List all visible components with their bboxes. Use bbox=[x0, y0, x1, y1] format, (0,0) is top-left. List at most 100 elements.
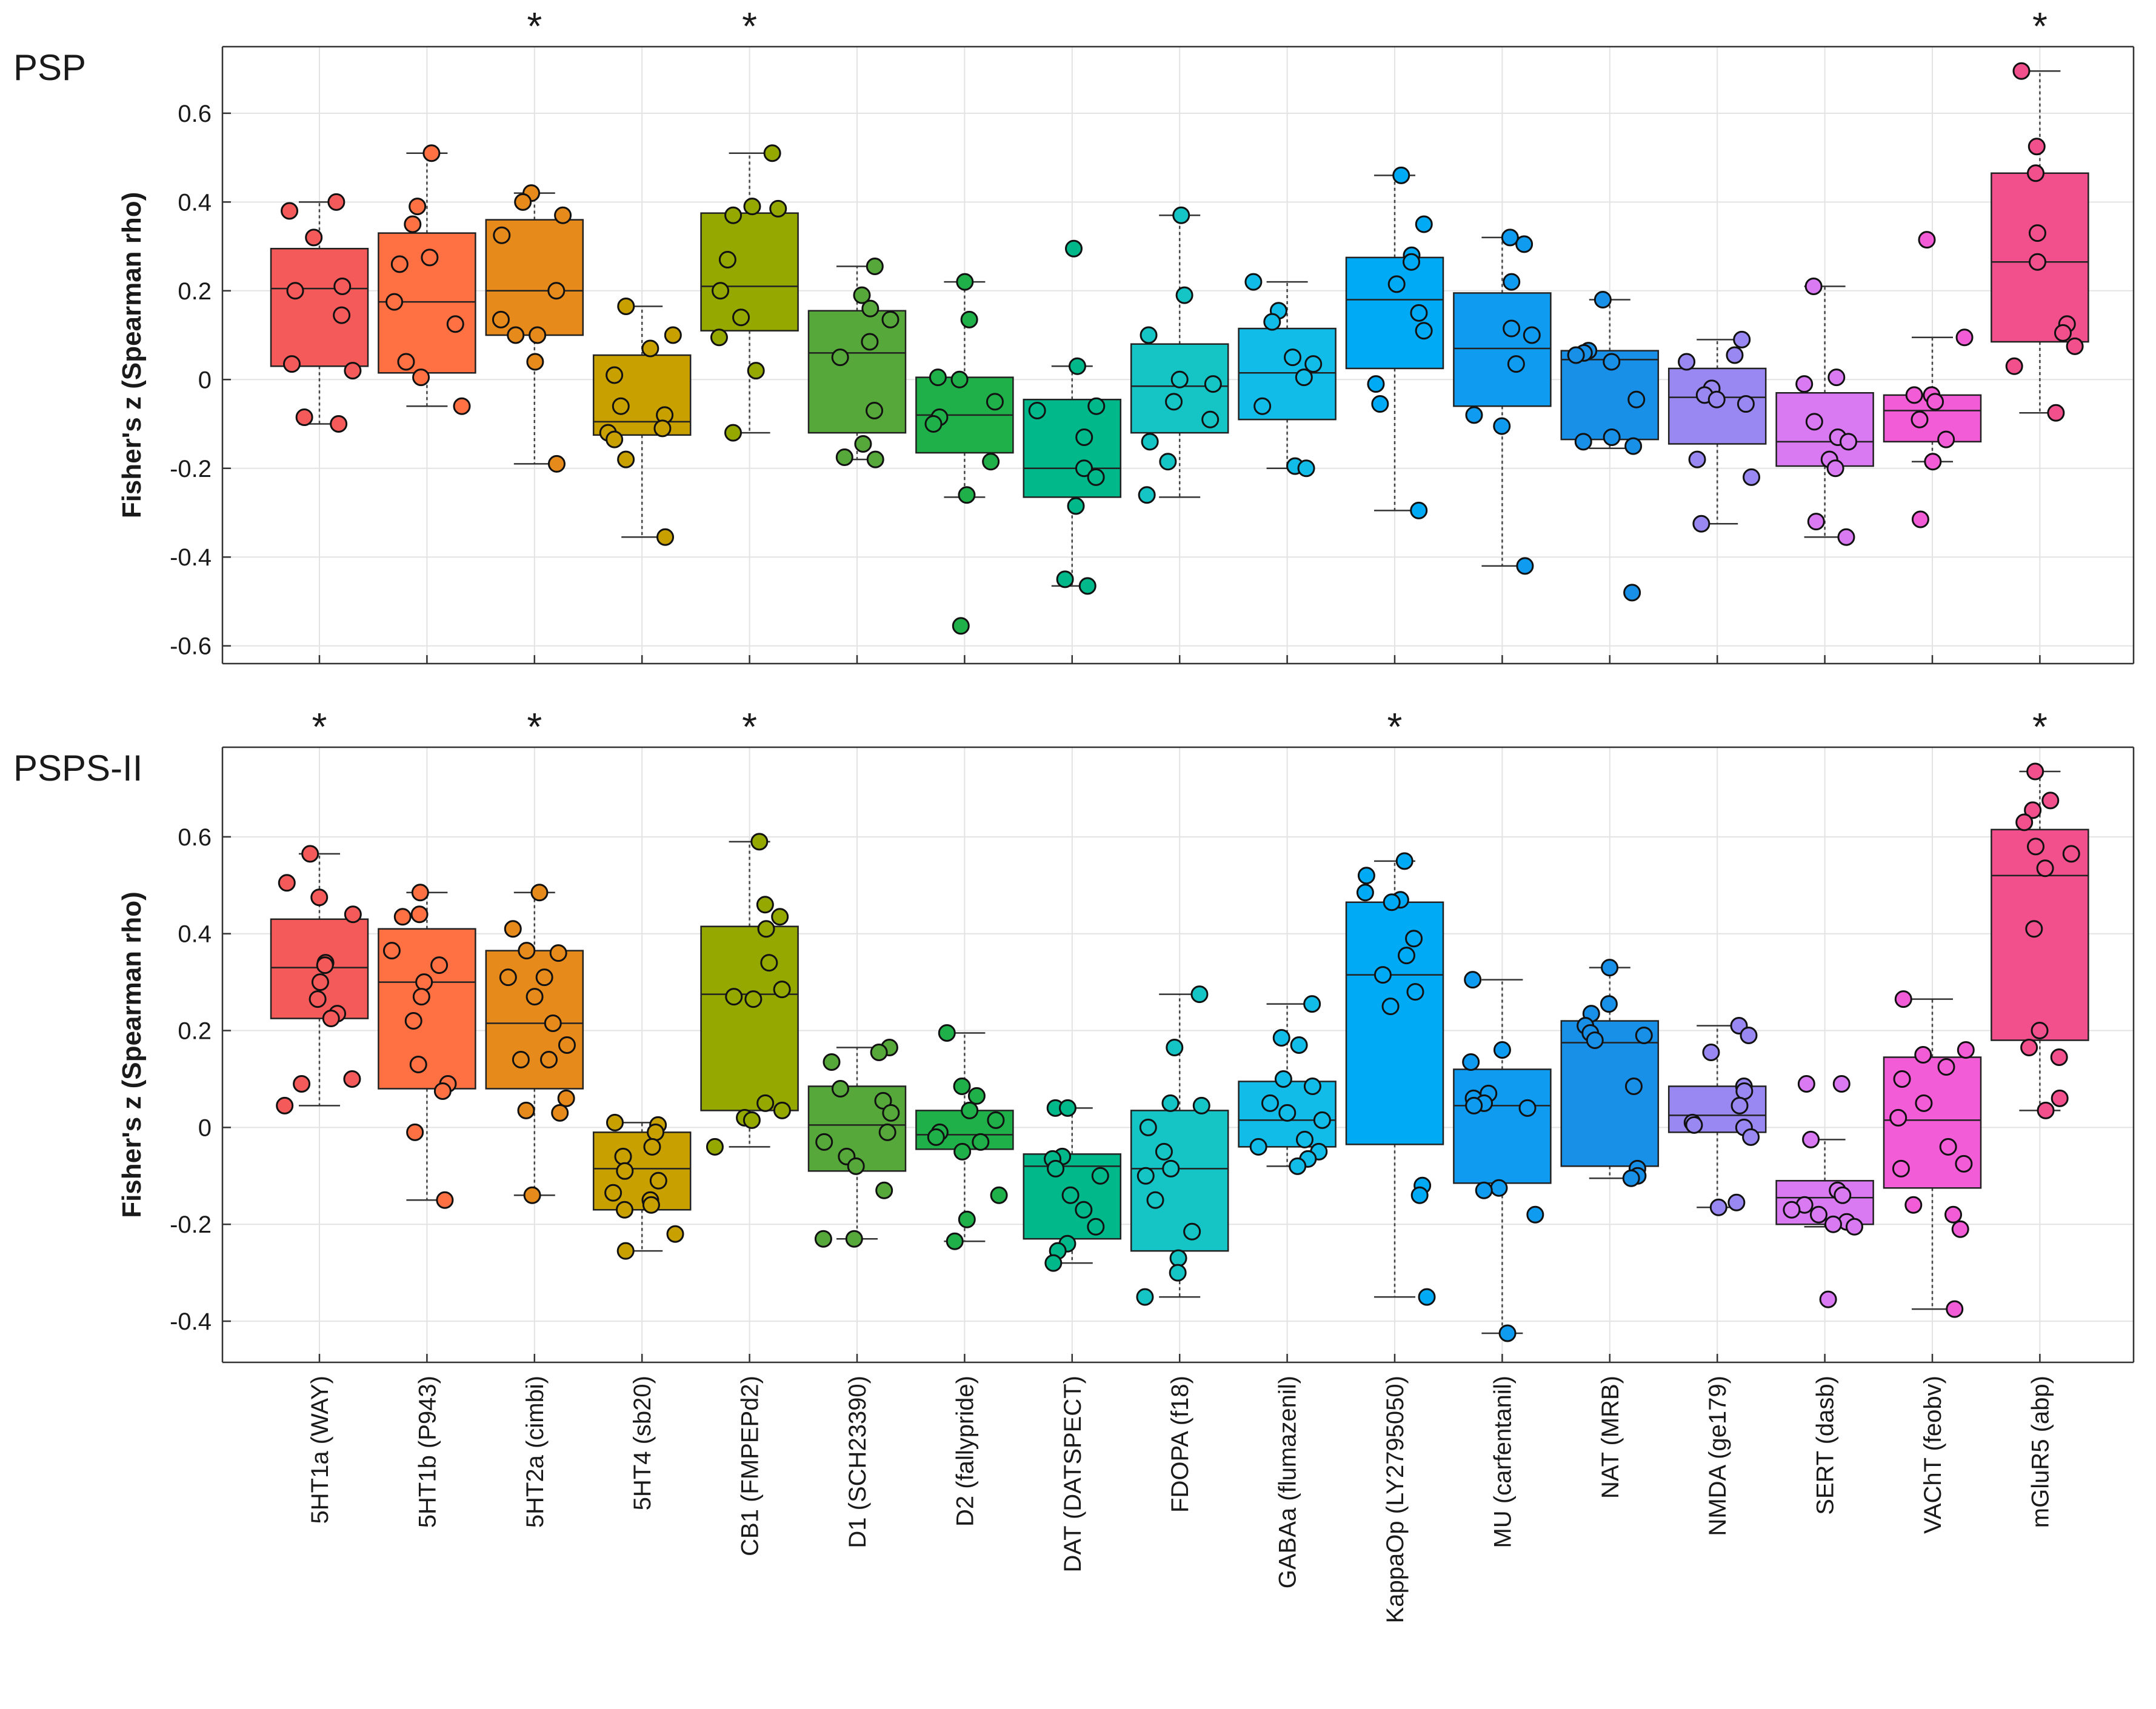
data-point bbox=[1068, 357, 1086, 375]
data-point bbox=[1567, 346, 1585, 364]
data-point bbox=[523, 1186, 541, 1204]
data-point bbox=[1289, 1157, 1307, 1175]
data-point bbox=[1367, 375, 1385, 393]
data-point bbox=[1381, 998, 1400, 1016]
data-point bbox=[529, 326, 547, 344]
data-point bbox=[771, 908, 789, 926]
data-point bbox=[2047, 404, 2065, 422]
data-point bbox=[344, 905, 362, 924]
data-point bbox=[551, 1104, 569, 1122]
data-point bbox=[1951, 1220, 1969, 1238]
data-point bbox=[1172, 206, 1190, 224]
category-label: DAT (DATSPECT) bbox=[1060, 1376, 1086, 1572]
data-point bbox=[330, 415, 348, 433]
category-label: MU (carfentanil) bbox=[1489, 1376, 1516, 1548]
y-tick-label: 0.4 bbox=[178, 189, 212, 216]
data-point bbox=[1574, 433, 1592, 451]
box-5HT4 (sb20) bbox=[592, 354, 692, 436]
data-point bbox=[1261, 1094, 1279, 1112]
box-KappaOp (LY2795050) bbox=[1345, 901, 1444, 1145]
data-point bbox=[1204, 375, 1222, 393]
data-point bbox=[769, 199, 787, 218]
data-point bbox=[1028, 402, 1046, 420]
data-point bbox=[815, 1133, 833, 1151]
data-point bbox=[1622, 1169, 1640, 1187]
data-point bbox=[1159, 453, 1177, 471]
data-point bbox=[664, 326, 682, 344]
data-point bbox=[343, 1070, 361, 1088]
data-point bbox=[1707, 390, 1726, 408]
data-point bbox=[1735, 1082, 1754, 1100]
data-point bbox=[514, 193, 532, 211]
data-point bbox=[1284, 348, 1302, 367]
data-point bbox=[2066, 337, 2084, 355]
data-point bbox=[2037, 1101, 2055, 1119]
data-point bbox=[2027, 838, 2045, 856]
data-point bbox=[616, 1162, 634, 1180]
data-point bbox=[1624, 437, 1643, 455]
data-point bbox=[956, 273, 974, 291]
data-point bbox=[1166, 1039, 1184, 1057]
data-point bbox=[1685, 1116, 1703, 1134]
data-point bbox=[927, 1128, 945, 1146]
data-point bbox=[558, 1036, 576, 1054]
data-point bbox=[1503, 273, 1521, 291]
data-point bbox=[1067, 497, 1085, 515]
significance-star: * bbox=[527, 4, 542, 48]
category-label: D1 (SCH23390) bbox=[844, 1376, 871, 1548]
data-point bbox=[446, 315, 464, 333]
data-point bbox=[1418, 1288, 1436, 1306]
data-point bbox=[743, 1111, 761, 1129]
data-point bbox=[1518, 1099, 1537, 1117]
data-point bbox=[606, 366, 624, 384]
data-point bbox=[866, 258, 884, 276]
box-MU (carfentanil) bbox=[1453, 1068, 1552, 1184]
data-point bbox=[1392, 166, 1410, 184]
data-point bbox=[2028, 224, 2046, 242]
data-point bbox=[1507, 355, 1525, 373]
y-tick-label: 0.4 bbox=[178, 921, 212, 948]
data-point bbox=[972, 1133, 990, 1151]
data-point bbox=[1503, 319, 1521, 338]
data-point bbox=[544, 1014, 562, 1033]
panel-psp: * * * -0.6 -0.4 -0.2 0 0.2 0.4 0.6 Fisher's z (Spe… bbox=[13, 4, 2135, 665]
significance-star: * bbox=[2032, 705, 2048, 748]
data-point bbox=[831, 1079, 849, 1098]
data-point bbox=[987, 1111, 1005, 1129]
data-point bbox=[2026, 762, 2044, 781]
data-point bbox=[606, 1113, 624, 1131]
data-point bbox=[410, 905, 429, 924]
data-point bbox=[276, 1096, 294, 1114]
data-point bbox=[2036, 859, 2054, 878]
data-point bbox=[499, 968, 517, 987]
y-tick-label: 0.2 bbox=[178, 278, 212, 305]
data-point bbox=[305, 228, 323, 247]
data-point bbox=[1493, 417, 1511, 435]
data-point bbox=[656, 528, 675, 546]
data-point bbox=[504, 920, 522, 938]
data-point bbox=[861, 333, 879, 351]
data-point bbox=[1304, 355, 1323, 373]
data-point bbox=[604, 1184, 622, 1202]
data-point bbox=[2029, 253, 2047, 271]
data-point bbox=[547, 282, 566, 300]
data-point bbox=[617, 297, 635, 315]
box-KappaOp (LY2795050) bbox=[1345, 256, 1444, 370]
y-tick-label: 0 bbox=[198, 367, 212, 393]
data-point bbox=[1091, 1167, 1109, 1185]
data-point bbox=[412, 988, 430, 1006]
data-point bbox=[1515, 235, 1534, 253]
data-point bbox=[1493, 1041, 1511, 1059]
data-point bbox=[535, 968, 553, 987]
data-point bbox=[327, 193, 345, 211]
data-point bbox=[1249, 1138, 1267, 1156]
data-point bbox=[1465, 1096, 1483, 1114]
data-point bbox=[547, 455, 566, 473]
category-label: 5HT4 (sb20) bbox=[629, 1376, 656, 1510]
data-point bbox=[1056, 570, 1074, 588]
data-point bbox=[2025, 920, 2043, 938]
data-point bbox=[1832, 1074, 1851, 1093]
data-point bbox=[1406, 983, 1424, 1001]
data-point bbox=[1827, 368, 1846, 387]
